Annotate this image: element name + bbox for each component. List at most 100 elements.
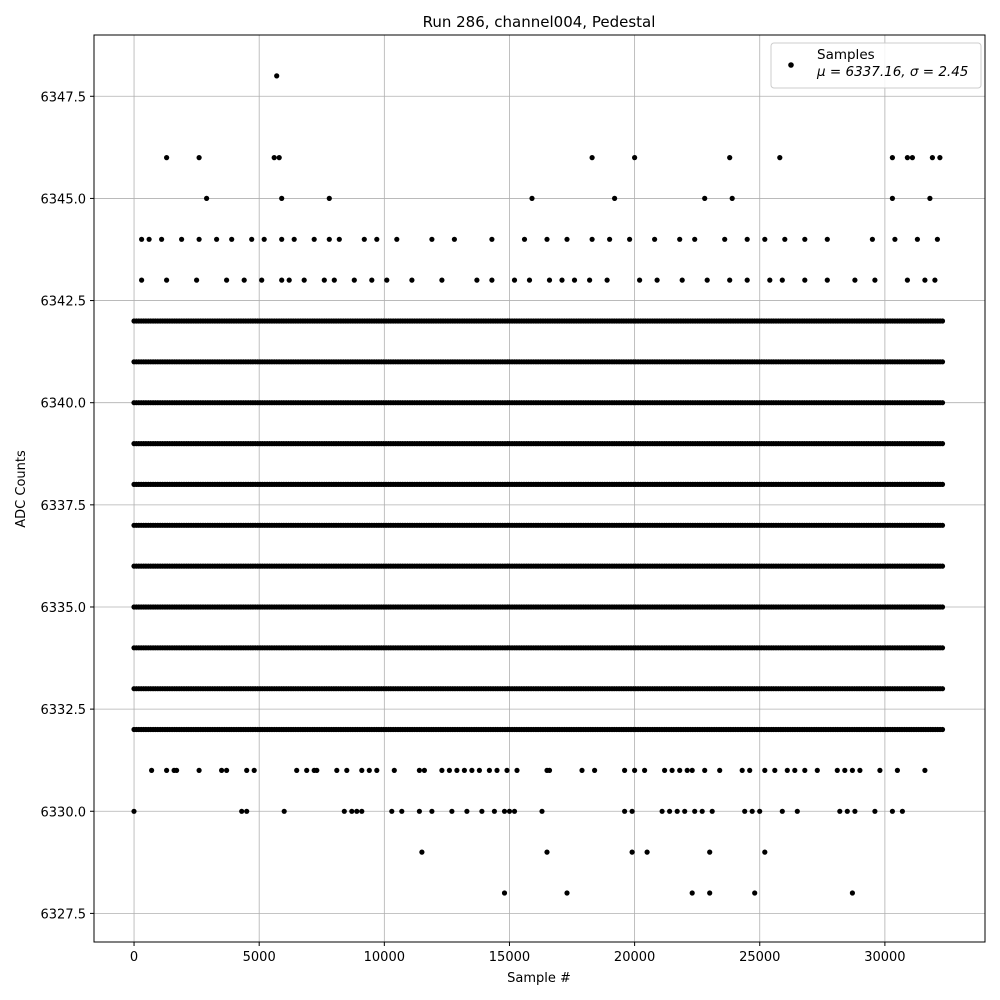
data-point: [667, 808, 673, 814]
data-point: [479, 808, 485, 814]
data-point: [802, 236, 808, 242]
data-point: [792, 767, 798, 774]
legend-label: Samples: [817, 47, 875, 63]
data-point: [526, 277, 533, 283]
data-point: [384, 277, 390, 283]
data-point: [747, 767, 753, 774]
data-point: [204, 195, 210, 201]
data-point: [939, 645, 946, 651]
data-point: [409, 277, 415, 283]
data-point: [632, 767, 638, 774]
data-point: [399, 808, 405, 814]
data-point: [612, 195, 618, 201]
data-point: [674, 808, 680, 814]
data-point: [939, 726, 946, 733]
data-point: [662, 767, 668, 774]
data-point: [279, 236, 285, 242]
data-point: [486, 767, 492, 774]
data-point: [454, 767, 460, 774]
data-point: [334, 767, 340, 774]
data-point: [654, 277, 660, 283]
data-point: [692, 808, 698, 814]
data-point: [351, 277, 357, 283]
data-point: [286, 277, 292, 283]
data-point: [196, 155, 202, 161]
data-point: [279, 277, 285, 283]
data-point: [274, 73, 280, 79]
data-point: [304, 767, 310, 774]
data-point: [546, 767, 553, 774]
data-point: [559, 277, 565, 283]
data-point: [699, 808, 705, 814]
data-point: [932, 277, 938, 283]
data-point: [261, 236, 267, 242]
data-point: [239, 808, 245, 814]
data-point: [521, 236, 528, 242]
data-point: [757, 808, 763, 814]
y-tick-label: 6330.0: [41, 805, 87, 820]
data-point: [164, 277, 170, 283]
data-point: [354, 808, 360, 814]
data-point: [369, 277, 375, 283]
data-point: [939, 522, 946, 528]
data-point: [589, 236, 595, 242]
data-point: [707, 849, 713, 855]
data-point: [564, 890, 570, 896]
data-point: [802, 767, 808, 774]
data-point: [939, 686, 946, 692]
data-point: [341, 808, 347, 814]
data-point: [214, 236, 220, 242]
data-point: [852, 277, 858, 283]
data-point: [762, 236, 768, 242]
data-point: [752, 890, 758, 896]
data-point: [852, 808, 858, 814]
data-point: [389, 808, 395, 814]
data-point: [644, 849, 650, 855]
data-point: [772, 767, 778, 774]
data-point: [682, 808, 688, 814]
data-point: [164, 155, 170, 161]
data-point: [394, 236, 400, 242]
data-point: [904, 155, 911, 161]
data-point: [249, 236, 255, 242]
data-point: [842, 767, 848, 774]
data-point: [259, 277, 265, 283]
data-point: [704, 277, 710, 283]
data-point: [391, 767, 397, 774]
data-point: [489, 236, 495, 242]
data-point: [224, 277, 230, 283]
data-point: [627, 236, 633, 242]
data-point: [196, 236, 202, 242]
data-point: [684, 767, 690, 774]
data-point: [501, 808, 508, 814]
x-tick-label: 30000: [864, 950, 905, 965]
data-point: [439, 277, 445, 283]
data-point: [514, 767, 520, 774]
data-point: [877, 767, 883, 774]
data-point: [311, 236, 317, 242]
data-point: [622, 808, 628, 814]
data-point: [939, 318, 946, 324]
data-point: [139, 277, 145, 283]
data-point: [314, 767, 320, 774]
legend: Samples μ = 6337.16, σ = 2.45: [770, 42, 982, 89]
data-point: [511, 277, 518, 283]
y-tick-label: 6347.5: [41, 90, 87, 105]
data-point: [779, 277, 785, 283]
data-point: [279, 195, 285, 201]
legend-box: [770, 42, 982, 89]
data-point: [446, 767, 452, 774]
data-point: [416, 808, 422, 814]
data-point: [677, 767, 683, 774]
y-tick-label: 6345.0: [41, 192, 87, 207]
data-point: [449, 808, 455, 814]
data-point: [722, 236, 728, 242]
data-point: [587, 277, 593, 283]
data-point: [579, 767, 585, 774]
data-point: [762, 849, 768, 855]
data-point: [622, 767, 628, 774]
data-point: [469, 767, 475, 774]
data-point: [922, 767, 928, 774]
data-point: [366, 767, 372, 774]
